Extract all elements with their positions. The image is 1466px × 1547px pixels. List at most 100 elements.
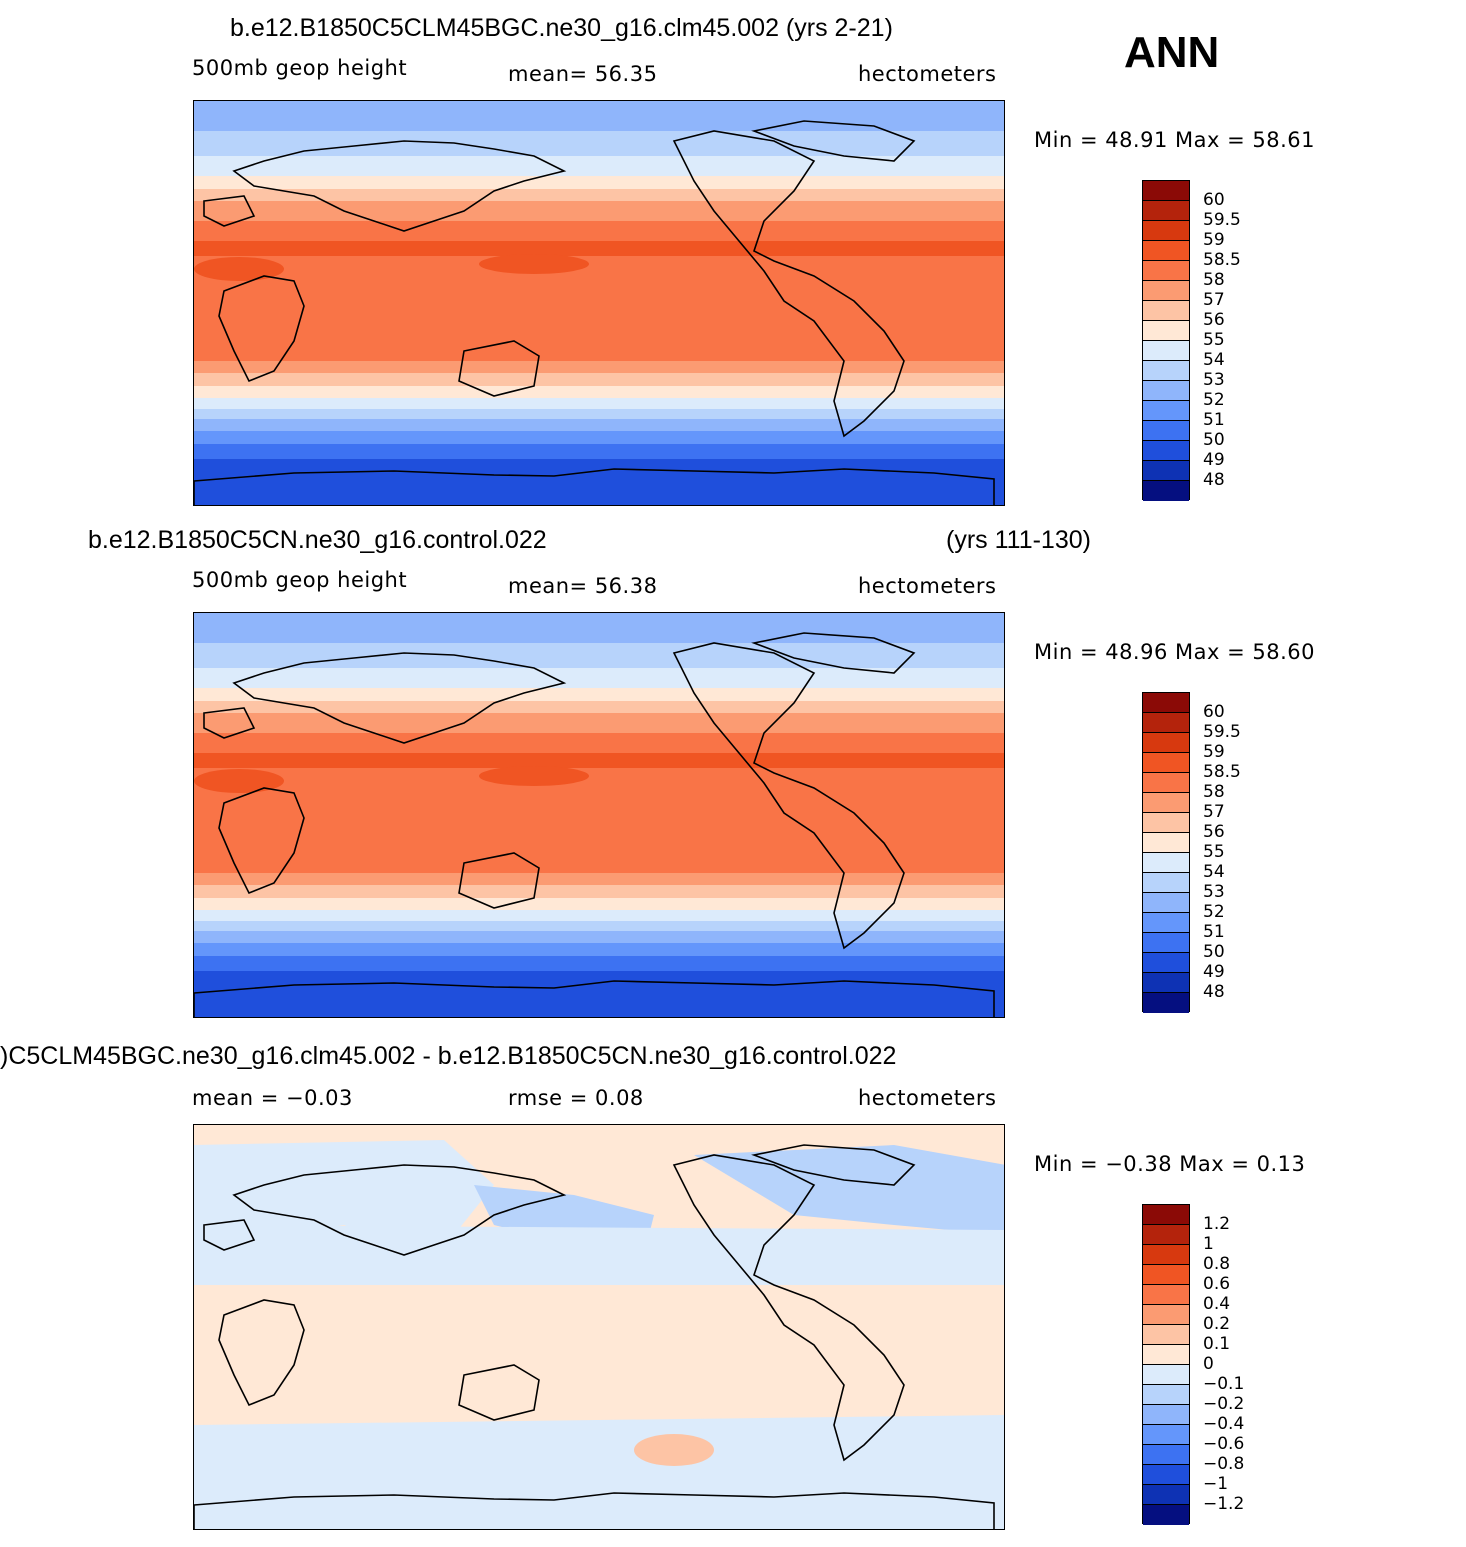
colorbar-label: 49 bbox=[1203, 962, 1225, 982]
panel-2-field: 500mb geop height bbox=[192, 568, 408, 592]
colorbar-swatch bbox=[1143, 441, 1189, 461]
colorbar-label: 59.5 bbox=[1203, 722, 1241, 742]
panel-3-units: hectometers bbox=[858, 1086, 997, 1110]
panel-2-colorbar bbox=[1142, 692, 1190, 1013]
colorbar-swatch bbox=[1143, 1405, 1189, 1425]
colorbar-label: 55 bbox=[1203, 330, 1225, 350]
colorbar-label: −0.4 bbox=[1203, 1414, 1245, 1434]
colorbar-swatch bbox=[1143, 793, 1189, 813]
colorbar-swatch bbox=[1143, 1365, 1189, 1385]
colorbar-swatch bbox=[1143, 1345, 1189, 1365]
panel-1-colorbar bbox=[1142, 180, 1190, 501]
colorbar-label: 50 bbox=[1203, 942, 1225, 962]
colorbar-swatch bbox=[1143, 341, 1189, 361]
panel-2-minmax: Min = 48.96 Max = 58.60 bbox=[1034, 640, 1315, 664]
colorbar-label: 58.5 bbox=[1203, 250, 1241, 270]
colorbar-label: −1 bbox=[1203, 1474, 1229, 1494]
colorbar-swatch bbox=[1143, 461, 1189, 481]
colorbar-swatch bbox=[1143, 713, 1189, 733]
panel-3-mean: mean = −0.03 bbox=[192, 1086, 353, 1110]
colorbar-label: 50 bbox=[1203, 430, 1225, 450]
colorbar-label: 58.5 bbox=[1203, 762, 1241, 782]
colorbar-label: −0.8 bbox=[1203, 1454, 1245, 1474]
colorbar-swatch bbox=[1143, 281, 1189, 301]
world-map-icon bbox=[194, 613, 1004, 1017]
colorbar-swatch bbox=[1143, 1505, 1189, 1525]
colorbar-label: 55 bbox=[1203, 842, 1225, 862]
colorbar-label: 48 bbox=[1203, 470, 1225, 490]
colorbar-label: 1.2 bbox=[1203, 1214, 1231, 1234]
colorbar-label: 48 bbox=[1203, 982, 1225, 1002]
panel-1-units: hectometers bbox=[858, 62, 997, 86]
colorbar-label: 54 bbox=[1203, 862, 1225, 882]
colorbar-label: 1 bbox=[1203, 1234, 1214, 1254]
colorbar-swatch bbox=[1143, 301, 1189, 321]
colorbar-label: 57 bbox=[1203, 802, 1225, 822]
panel-1-field: 500mb geop height bbox=[192, 56, 408, 80]
colorbar-swatch bbox=[1143, 1325, 1189, 1345]
season-label: ANN bbox=[1124, 28, 1220, 77]
colorbar-label: 57 bbox=[1203, 290, 1225, 310]
colorbar-label: 53 bbox=[1203, 882, 1225, 902]
colorbar-swatch bbox=[1143, 1465, 1189, 1485]
colorbar-label: 52 bbox=[1203, 902, 1225, 922]
colorbar-swatch bbox=[1143, 893, 1189, 913]
colorbar-swatch bbox=[1143, 321, 1189, 341]
colorbar-label: 0.8 bbox=[1203, 1254, 1231, 1274]
colorbar-swatch bbox=[1143, 241, 1189, 261]
colorbar-label: −0.1 bbox=[1203, 1374, 1245, 1394]
panel-1-title: b.e12.B1850C5CLM45BGC.ne30_g16.clm45.002… bbox=[230, 14, 893, 42]
colorbar-swatch bbox=[1143, 753, 1189, 773]
colorbar-swatch bbox=[1143, 201, 1189, 221]
colorbar-swatch bbox=[1143, 973, 1189, 993]
colorbar-label: 59 bbox=[1203, 742, 1225, 762]
colorbar-swatch bbox=[1143, 1245, 1189, 1265]
panel-2-units: hectometers bbox=[858, 574, 997, 598]
colorbar-swatch bbox=[1143, 401, 1189, 421]
colorbar-label: 54 bbox=[1203, 350, 1225, 370]
colorbar-label: 60 bbox=[1203, 190, 1225, 210]
colorbar-swatch bbox=[1143, 833, 1189, 853]
panel-3-minmax: Min = −0.38 Max = 0.13 bbox=[1034, 1152, 1306, 1176]
colorbar-swatch bbox=[1143, 181, 1189, 201]
colorbar-label: 49 bbox=[1203, 450, 1225, 470]
colorbar-swatch bbox=[1143, 1385, 1189, 1405]
colorbar-swatch bbox=[1143, 221, 1189, 241]
panel-2-title-years: (yrs 111-130) bbox=[946, 526, 1091, 554]
colorbar-swatch bbox=[1143, 1225, 1189, 1245]
colorbar-label: 0.2 bbox=[1203, 1314, 1231, 1334]
colorbar-swatch bbox=[1143, 261, 1189, 281]
panel-3-title: )C5CLM45BGC.ne30_g16.clm45.002 - b.e12.B… bbox=[0, 1042, 897, 1070]
panel-3-colorbar bbox=[1142, 1204, 1190, 1525]
colorbar-label: 60 bbox=[1203, 702, 1225, 722]
colorbar-label: 59.5 bbox=[1203, 210, 1241, 230]
colorbar-label: 51 bbox=[1203, 922, 1225, 942]
colorbar-swatch bbox=[1143, 853, 1189, 873]
colorbar-swatch bbox=[1143, 773, 1189, 793]
panel-1-minmax: Min = 48.91 Max = 58.61 bbox=[1034, 128, 1315, 152]
colorbar-label: 53 bbox=[1203, 370, 1225, 390]
colorbar-swatch bbox=[1143, 913, 1189, 933]
colorbar-label: −0.2 bbox=[1203, 1394, 1245, 1414]
colorbar-swatch bbox=[1143, 933, 1189, 953]
colorbar-swatch bbox=[1143, 381, 1189, 401]
colorbar-label: 51 bbox=[1203, 410, 1225, 430]
colorbar-label: 58 bbox=[1203, 270, 1225, 290]
colorbar-label: 0.6 bbox=[1203, 1274, 1231, 1294]
colorbar-swatch bbox=[1143, 1205, 1189, 1225]
panel-1-map bbox=[193, 100, 1005, 506]
colorbar-label: −1.2 bbox=[1203, 1494, 1245, 1514]
colorbar-swatch bbox=[1143, 1425, 1189, 1445]
colorbar-swatch bbox=[1143, 361, 1189, 381]
colorbar-label: 52 bbox=[1203, 390, 1225, 410]
colorbar-swatch bbox=[1143, 993, 1189, 1013]
colorbar-swatch bbox=[1143, 1305, 1189, 1325]
colorbar-swatch bbox=[1143, 733, 1189, 753]
colorbar-swatch bbox=[1143, 953, 1189, 973]
colorbar-label: 58 bbox=[1203, 782, 1225, 802]
colorbar-swatch bbox=[1143, 813, 1189, 833]
colorbar-label: 0.4 bbox=[1203, 1294, 1231, 1314]
colorbar-label: 59 bbox=[1203, 230, 1225, 250]
colorbar-label: 56 bbox=[1203, 310, 1225, 330]
colorbar-swatch bbox=[1143, 1485, 1189, 1505]
